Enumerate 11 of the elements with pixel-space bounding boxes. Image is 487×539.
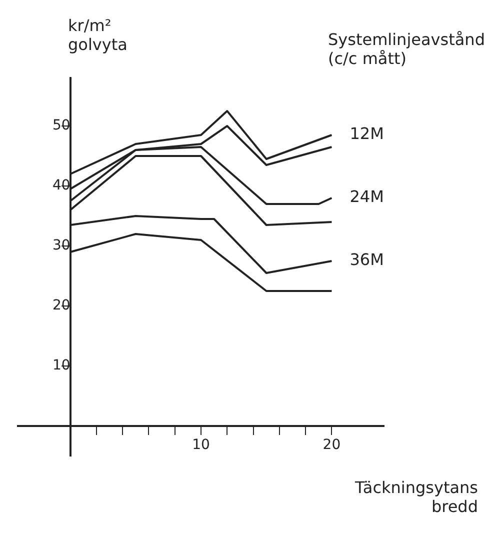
y-axis-title: kr/m² golvyta bbox=[68, 16, 128, 54]
series-label: 24M bbox=[350, 187, 384, 206]
series-label: 36M bbox=[350, 250, 384, 270]
y-tick-label: 10 bbox=[52, 358, 70, 374]
x-axis-title: Täckningsytans bredd bbox=[354, 478, 478, 516]
series-label: 12M bbox=[350, 124, 384, 144]
y-tick-label: 30 bbox=[52, 238, 70, 254]
y-tick-label: 20 bbox=[52, 298, 70, 314]
legend-title: Systemlinjeavstånd (c/c mått) bbox=[328, 30, 485, 68]
y-tick-label: 40 bbox=[52, 178, 70, 194]
y-tick-label: 50 bbox=[52, 118, 70, 134]
